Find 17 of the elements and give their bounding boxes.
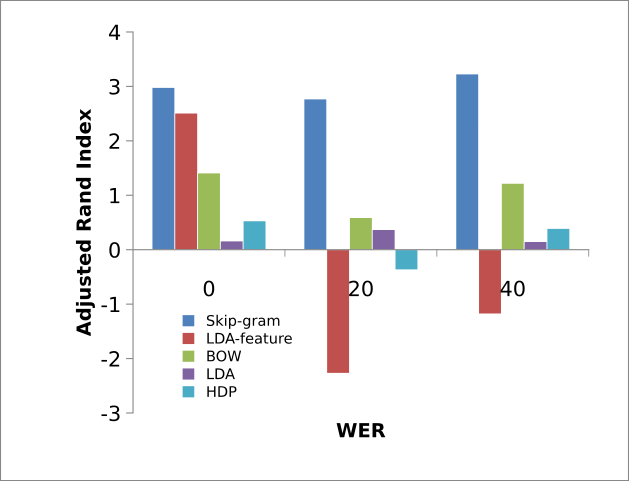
x-axis-title: WER xyxy=(336,423,386,438)
legend-label: LDA-feature xyxy=(207,332,292,344)
legend-label: LDA xyxy=(207,368,235,380)
y-axis-title: Adjusted Rand Index xyxy=(76,108,95,336)
x-tick-label: 0 xyxy=(204,280,214,296)
y-tick-label: 2 xyxy=(110,133,120,149)
y-tick-label: 1 xyxy=(110,188,120,204)
y-tick-label: 3 xyxy=(110,78,120,95)
legend-label: BOW xyxy=(207,350,242,362)
y-tick-label: -3 xyxy=(101,405,120,422)
x-tick-label: 20 xyxy=(349,280,373,296)
legend-label: HDP xyxy=(207,386,236,397)
y-tick-label: -2 xyxy=(101,351,120,366)
y-tick-label: -1 xyxy=(101,296,120,312)
y-tick-label: 4 xyxy=(108,24,120,40)
legend-label: Skip-gram xyxy=(206,314,280,329)
y-tick-label: 0 xyxy=(109,242,120,258)
